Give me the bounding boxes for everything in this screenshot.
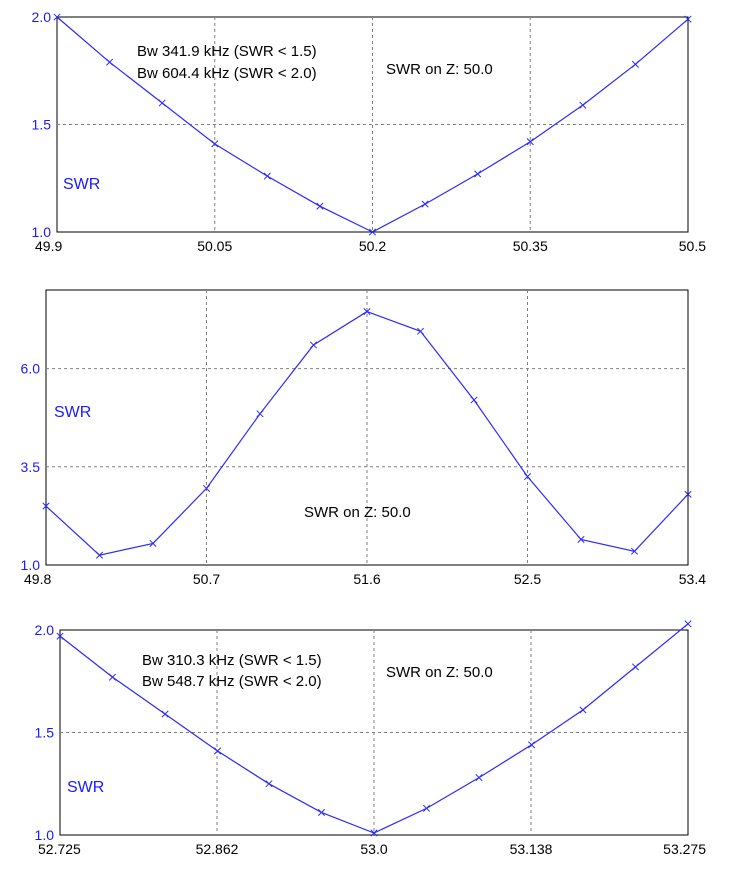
x-tick-label: 50.05 [197, 238, 232, 254]
x-tick-labels: 49.8 50.7 51.6 52.5 53.4 [24, 571, 706, 587]
x-tick-label: 53.4 [679, 571, 706, 587]
x-tick-label: 52.725 [38, 841, 81, 857]
data-point-marker [579, 706, 587, 714]
x-tick-label: 53.0 [360, 841, 387, 857]
x-tick-label: 50.35 [513, 238, 548, 254]
data-point-marker [475, 774, 483, 782]
data-point-marker [474, 170, 482, 178]
series-label-swr: SWR [63, 176, 100, 193]
plot-area [56, 16, 689, 233]
bandwidth-annotation-1: Bw 310.3 kHz (SWR < 1.5) [142, 652, 322, 669]
gridlines [46, 290, 688, 565]
x-tick-label: 52.5 [514, 571, 541, 587]
bandwidth-annotation-1: Bw 341.9 kHz (SWR < 1.5) [137, 43, 317, 60]
swr-on-z-annotation: SWR on Z: 50.0 [304, 504, 411, 521]
data-point-marker [161, 710, 169, 718]
data-point-marker [149, 539, 157, 547]
data-point-marker [470, 396, 478, 404]
gridlines [60, 630, 688, 835]
y-tick-label: 2.0 [35, 622, 55, 638]
data-point-marker [202, 484, 211, 492]
data-point-marker [363, 308, 371, 316]
data-point-marker [53, 13, 61, 21]
data-point-marker [256, 410, 264, 418]
plot-area [45, 289, 689, 566]
x-tick-label: 53.138 [510, 841, 553, 857]
y-tick-label: 3.5 [21, 459, 41, 475]
x-tick-label: 50.2 [359, 238, 386, 254]
series-label-swr: SWR [54, 404, 91, 421]
x-tick-label: 51.6 [353, 571, 380, 587]
data-point-marker [42, 502, 50, 510]
data-point-marker [263, 172, 271, 180]
data-point-marker [421, 200, 429, 208]
data-point-marker [528, 741, 536, 749]
data-point-marker [95, 551, 104, 559]
data-point-marker [309, 341, 318, 349]
data-point-marker [631, 60, 639, 68]
data-point-marker [631, 663, 640, 671]
data-point-marker [265, 780, 273, 788]
data-point-marker [577, 535, 585, 544]
y-tick-label: 1.0 [32, 224, 52, 240]
data-point-marker [158, 99, 166, 107]
x-tick-labels: 52.725 52.862 53.0 53.138 53.275 [38, 841, 706, 857]
data-point-marker [108, 673, 117, 681]
data-point-marker [368, 228, 377, 236]
y-tick-label: 6.0 [21, 361, 41, 377]
y-tick-label: 1.5 [32, 117, 52, 133]
data-point-marker [317, 808, 326, 817]
data-point-marker [370, 829, 378, 837]
data-point-marker [211, 140, 219, 148]
series-markers [42, 308, 692, 559]
x-tick-label: 53.275 [663, 841, 706, 857]
bandwidth-annotation-2: Bw 548.7 kHz (SWR < 2.0) [142, 673, 322, 690]
swr-chart-1: 1.0 1.5 2.0 49.9 50.05 50.2 50.35 50.5 Bw 341.… [32, 9, 707, 254]
swr-chart-3: 1.0 1.5 2.0 52.725 52.862 53.0 53.138 53.275 B… [35, 620, 706, 857]
y-tick-labels: 1.0 3.5 6.0 [21, 361, 41, 573]
x-tick-label: 50.7 [193, 571, 220, 587]
x-tick-label: 49.9 [35, 238, 62, 254]
series-markers [53, 13, 692, 236]
y-tick-label: 2.0 [32, 9, 52, 25]
x-tick-label: 50.5 [679, 238, 706, 254]
x-tick-label: 52.862 [196, 841, 239, 857]
data-point-marker [526, 138, 534, 146]
data-point-marker [106, 58, 114, 66]
swr-chart-2: 1.0 3.5 6.0 49.8 50.7 51.6 52.5 53.4 SWR on Z:… [21, 289, 706, 587]
data-point-marker [684, 620, 692, 628]
series-label-swr: SWR [67, 779, 104, 796]
data-point-marker [579, 101, 587, 109]
data-point-marker [56, 632, 64, 640]
y-tick-label: 1.0 [21, 557, 41, 573]
swr-on-z-annotation: SWR on Z: 50.0 [386, 61, 493, 78]
data-point-marker [684, 490, 692, 498]
x-tick-label: 49.8 [24, 571, 51, 587]
y-tick-label: 1.5 [35, 725, 55, 741]
y-tick-labels: 1.0 1.5 2.0 [35, 622, 55, 843]
y-tick-labels: 1.0 1.5 2.0 [32, 9, 52, 240]
data-point-marker [630, 547, 639, 555]
bandwidth-annotation-2: Bw 604.4 kHz (SWR < 2.0) [137, 65, 317, 82]
series-markers [56, 620, 692, 837]
x-tick-labels: 49.9 50.05 50.2 50.35 50.5 [35, 238, 706, 254]
y-tick-label: 1.0 [35, 827, 55, 843]
data-point-marker [422, 804, 431, 812]
swr-on-z-annotation: SWR on Z: 50.0 [386, 664, 493, 681]
data-point-marker [416, 327, 425, 335]
data-point-marker [316, 202, 324, 210]
data-point-marker [214, 747, 222, 755]
data-point-marker [523, 473, 532, 481]
data-point-marker [684, 15, 692, 23]
